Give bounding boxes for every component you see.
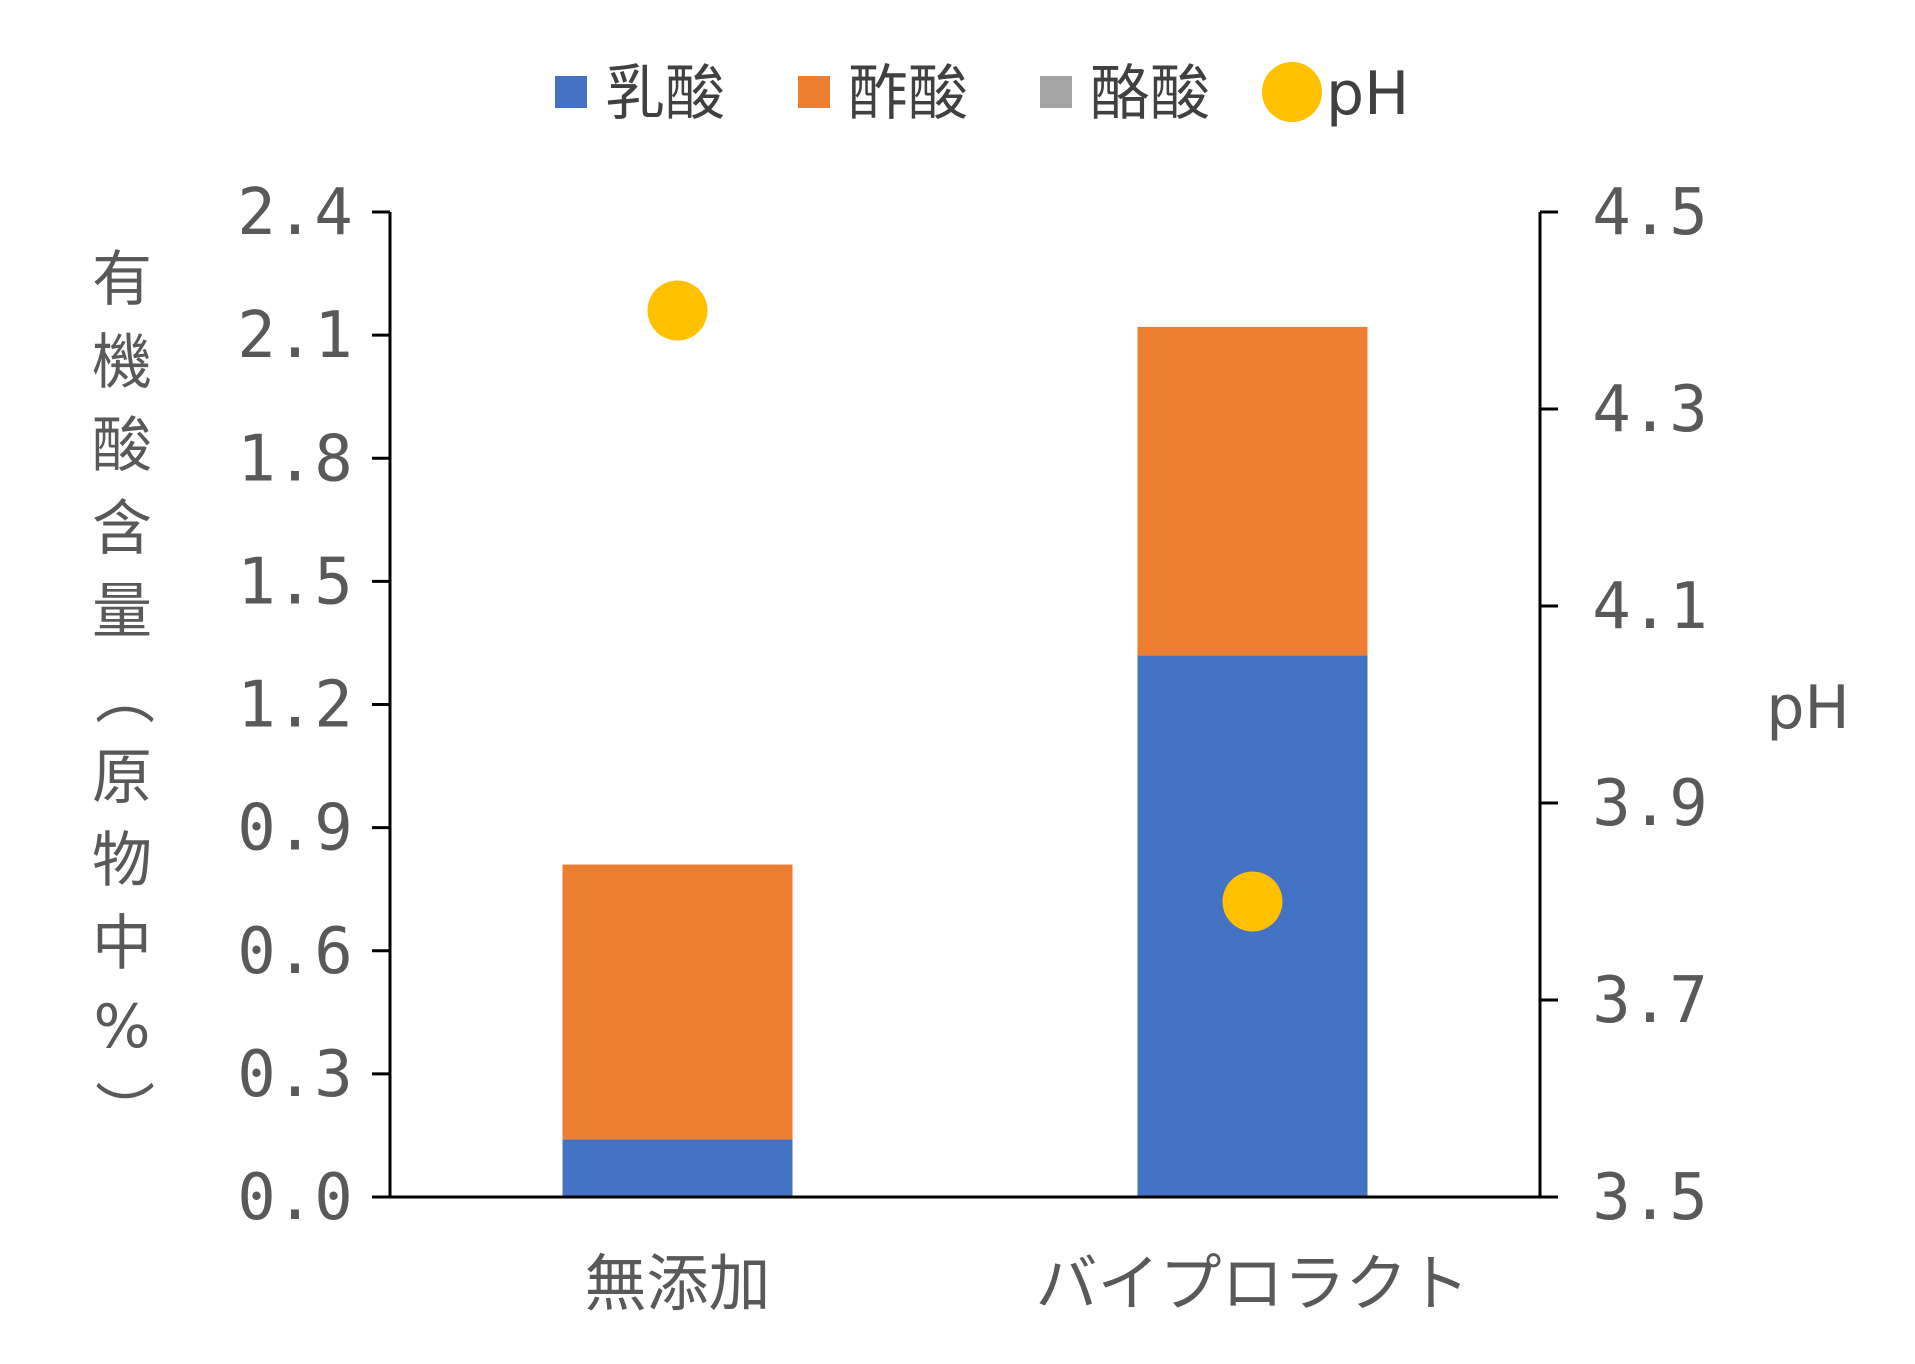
- legend-label: pH: [1326, 59, 1409, 129]
- legend-label: 乳酸: [605, 59, 725, 129]
- y2-tick-label: 3.7: [1592, 964, 1708, 1038]
- bars: [562, 326, 1368, 1197]
- y2-tick-label: 4.1: [1592, 570, 1708, 644]
- legend: 乳酸 酢酸 酪酸 pH: [555, 59, 1409, 129]
- y-tick-label: 2.1: [237, 299, 353, 373]
- legend-label: 酪酸: [1090, 59, 1210, 129]
- legend-item-4: pH: [1262, 59, 1409, 129]
- y-axis-title-char: %: [93, 992, 150, 1062]
- y2-tick-label: 4.5: [1592, 176, 1708, 250]
- y2-tick-label: 3.5: [1592, 1161, 1708, 1235]
- y-axis-title-char: 原: [92, 743, 152, 813]
- y-axis-title-char: 有: [92, 245, 152, 315]
- y-axis-title-char: 機: [92, 328, 152, 398]
- bar-2-cat-1: [562, 864, 793, 1140]
- y-tick-label: 1.5: [237, 545, 353, 619]
- y2-tick-label: 4.3: [1592, 373, 1708, 447]
- y-axis-title-char: 中: [92, 909, 152, 979]
- y-tick-label: 0.3: [237, 1038, 353, 1112]
- y-axis-title-char: 物: [92, 826, 152, 896]
- y-tick-label: 0.6: [237, 915, 353, 989]
- y2-axis-title: pH: [1766, 673, 1849, 743]
- legend-swatch: [1040, 76, 1072, 108]
- legend-swatch: [555, 76, 587, 108]
- ph-points: [647, 280, 1283, 932]
- ph-point-1: [647, 280, 708, 341]
- legend-item-3: 酪酸: [1040, 59, 1210, 129]
- y-tick-label: 1.8: [237, 422, 353, 496]
- legend-label: 酢酸: [848, 59, 968, 129]
- legend-swatch: [798, 76, 830, 108]
- y-tick-label: 2.4: [237, 176, 353, 250]
- y2-axis-ticks: 3.5 3.7 3.9 4.1 4.3 4.5: [1540, 176, 1708, 1235]
- legend-swatch: [1262, 62, 1322, 122]
- y-axis-title-char: ）: [87, 1080, 157, 1140]
- y-tick-label: 1.2: [237, 669, 353, 743]
- y-tick-label: 0.0: [237, 1161, 353, 1235]
- legend-item-1: 乳酸: [555, 59, 725, 129]
- bar-1-cat-1: [562, 1139, 793, 1197]
- y-axis-title-char: 量: [92, 577, 152, 647]
- bar-2-cat-2: [1137, 326, 1368, 656]
- y-axis-title-char: 含: [92, 494, 152, 564]
- axes: [372, 212, 1558, 1199]
- ph-point-2: [1222, 871, 1283, 932]
- y-tick-label: 0.9: [237, 792, 353, 866]
- y2-tick-label: 3.9: [1592, 767, 1708, 841]
- y-axis-ticks: 0.0 0.3 0.6 0.9 1.2 1.5 1.8 2.1 2.4: [237, 176, 390, 1235]
- category-label: バイプロラクト: [1035, 1247, 1469, 1320]
- legend-item-2: 酢酸: [798, 59, 968, 129]
- category-labels: 無添加 バイプロラクト: [584, 1247, 1469, 1320]
- y-axis-title-char: （: [87, 665, 157, 725]
- category-label: 無添加: [584, 1247, 770, 1320]
- y-axis-title-char: 酸: [92, 411, 152, 481]
